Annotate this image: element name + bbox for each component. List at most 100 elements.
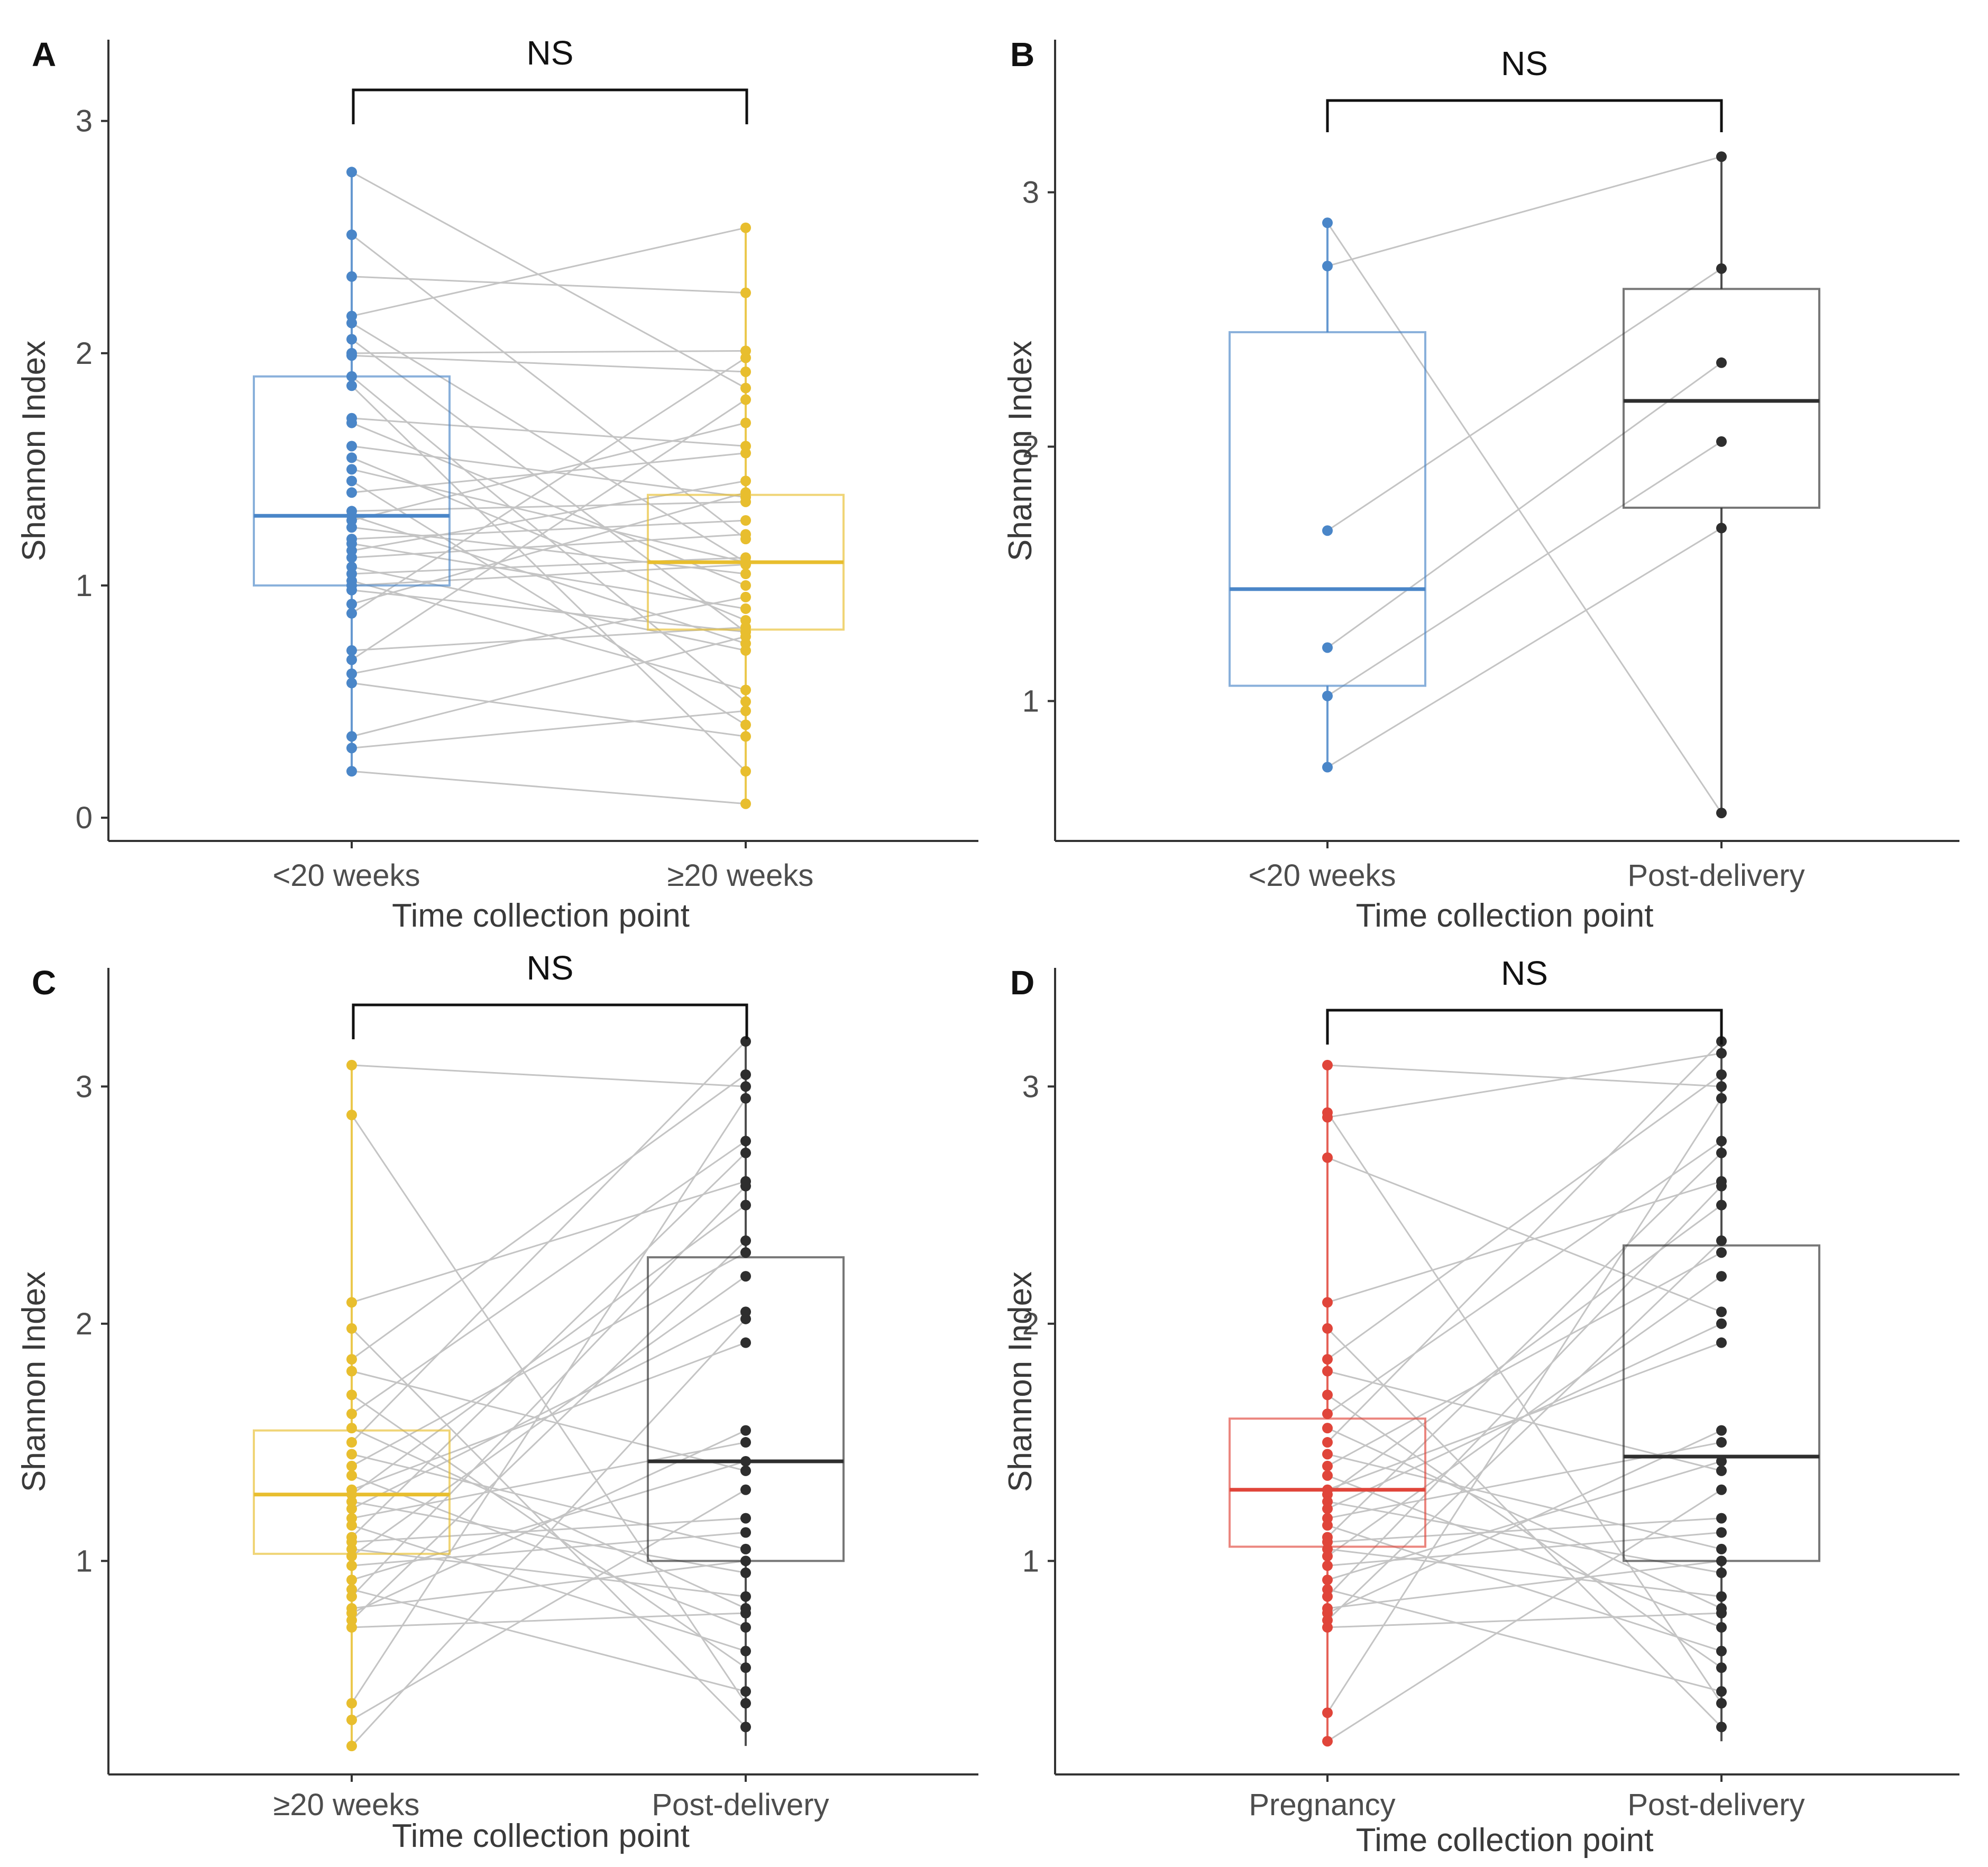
pair-line <box>351 515 746 645</box>
pair-line <box>351 399 746 661</box>
data-points <box>1322 1036 1727 1747</box>
data-point <box>740 1247 751 1258</box>
data-point <box>740 622 751 633</box>
data-point <box>740 719 751 730</box>
data-point <box>740 1567 751 1578</box>
pair-line <box>351 563 746 587</box>
data-point <box>740 1662 751 1673</box>
data-point <box>740 684 751 695</box>
data-point <box>346 441 357 452</box>
data-point <box>346 654 357 665</box>
data-point <box>346 584 357 596</box>
pair-lines <box>351 171 747 805</box>
data-point <box>1716 808 1727 819</box>
x-axis-title: Time collection point <box>1356 1822 1654 1859</box>
data-point <box>1322 1707 1333 1718</box>
data-points <box>346 167 751 809</box>
data-point <box>1322 1460 1333 1471</box>
significance-bracket <box>1326 99 1723 132</box>
data-point <box>740 731 751 742</box>
pair-line <box>351 1548 746 1598</box>
pair-line <box>351 1097 747 1704</box>
pair-line <box>351 1517 746 1543</box>
pair-line <box>1327 1548 1722 1598</box>
data-point <box>740 1465 751 1476</box>
data-point <box>1322 1408 1333 1420</box>
data-point <box>740 580 751 591</box>
data-point <box>346 645 357 656</box>
data-point <box>740 1235 751 1246</box>
data-point <box>1322 1323 1333 1334</box>
data-point <box>740 1722 751 1733</box>
data-point <box>346 1389 357 1401</box>
data-point <box>740 366 751 377</box>
data-point <box>346 167 357 178</box>
data-point <box>1716 1527 1727 1538</box>
panel-letter: A <box>32 35 56 74</box>
data-point <box>740 1313 751 1324</box>
x-axis-title: Time collection point <box>1356 898 1654 934</box>
data-point <box>346 599 357 610</box>
data-point <box>346 475 357 487</box>
data-point <box>346 371 357 382</box>
data-point <box>1716 1465 1727 1476</box>
data-point <box>346 1575 357 1586</box>
pair-line <box>351 417 746 447</box>
data-point <box>346 1470 357 1481</box>
box-iqr <box>1229 331 1426 687</box>
data-point <box>740 603 751 614</box>
data-point <box>1716 263 1727 274</box>
pair-line <box>351 1441 746 1520</box>
data-point <box>1322 1437 1333 1448</box>
significance-bracket <box>1326 1009 1723 1045</box>
pair-line <box>351 596 746 675</box>
pair-line <box>1327 1524 1722 1652</box>
data-point <box>740 706 751 717</box>
pair-line <box>1326 1328 1723 1728</box>
pair-line <box>1327 1430 1722 1614</box>
data-point <box>1716 1093 1727 1104</box>
data-point <box>1716 1200 1727 1211</box>
pair-line <box>351 354 746 373</box>
data-point <box>740 1200 751 1211</box>
pair-line <box>351 770 746 805</box>
pair-line <box>351 227 746 317</box>
data-point <box>346 1622 357 1633</box>
data-point <box>740 569 751 579</box>
y-axis-title: Shannon Index <box>1002 1271 1039 1492</box>
data-point <box>346 1449 357 1460</box>
y-tick-label: 2 <box>1022 1307 1039 1341</box>
y-tick-label: 3 <box>1022 176 1039 210</box>
y-axis-title: Shannon Index <box>16 1271 52 1492</box>
data-point <box>346 1591 357 1602</box>
data-point <box>1716 1456 1727 1467</box>
data-point <box>346 334 357 345</box>
data-point <box>740 1337 751 1348</box>
y-tick-label: 2 <box>76 1307 93 1341</box>
panel-a: 0 1 2 3 <20 weeks ≥20 weeks Time collection po… <box>16 34 978 934</box>
data-point <box>740 1645 751 1656</box>
data-point <box>740 394 751 405</box>
data-point <box>740 591 751 602</box>
pair-line <box>351 1114 747 1704</box>
data-point <box>740 1513 751 1524</box>
data-point <box>346 678 357 689</box>
data-point <box>740 382 751 393</box>
data-point <box>1716 1567 1727 1578</box>
data-point <box>740 1686 751 1697</box>
pair-line <box>351 1204 746 1495</box>
pair-line <box>351 452 746 493</box>
x-category-label: Pregnancy <box>1249 1788 1395 1822</box>
data-point <box>740 766 751 777</box>
pair-line <box>351 1475 746 1628</box>
pair-line <box>351 1394 746 1669</box>
data-point <box>1716 1081 1727 1092</box>
box-1 <box>1229 1065 1426 1742</box>
data-point <box>346 350 357 361</box>
data-point <box>740 487 751 498</box>
data-point <box>346 1059 357 1070</box>
data-point <box>1716 1271 1727 1282</box>
y-tick-label: 3 <box>1022 1069 1039 1104</box>
data-point <box>740 1437 751 1448</box>
